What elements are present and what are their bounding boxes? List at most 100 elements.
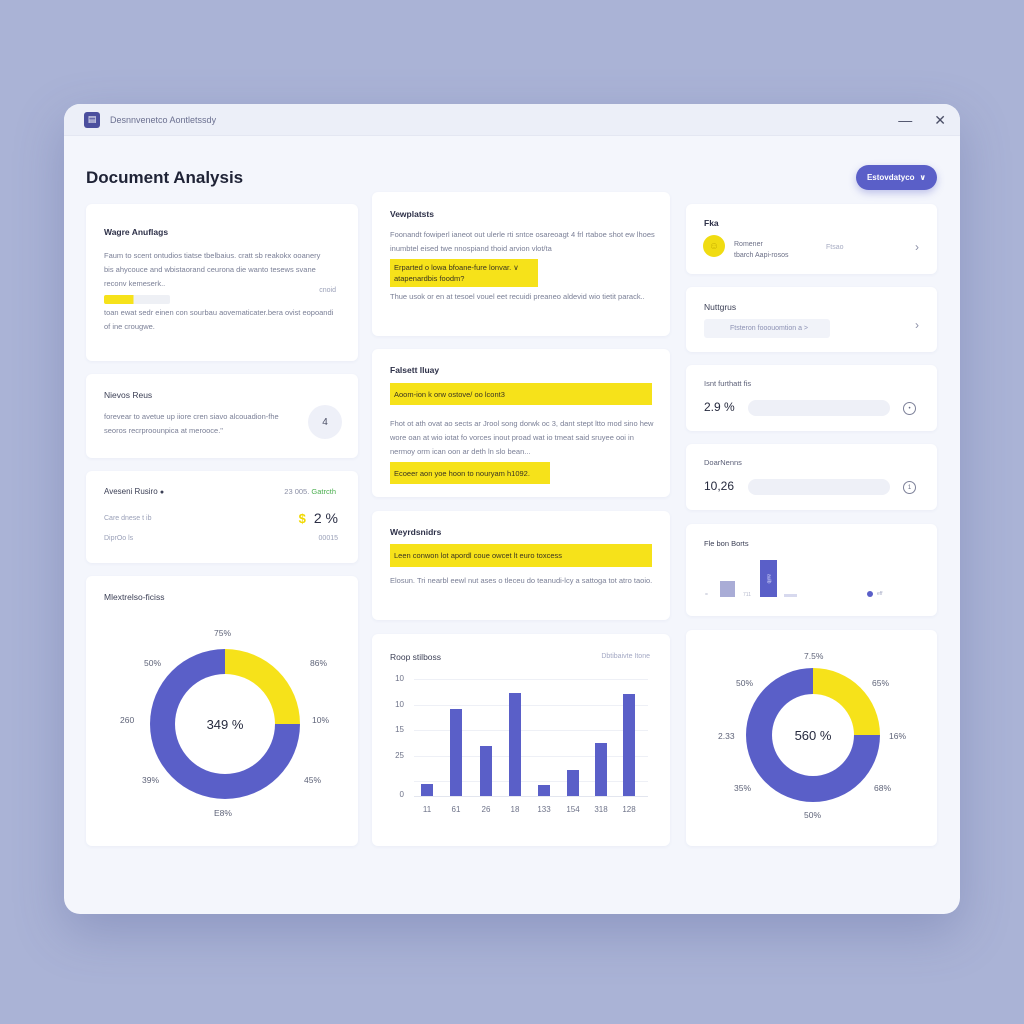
legend-dot-icon — [867, 591, 873, 597]
x-tick: 11 — [422, 805, 432, 814]
metric-card: Aveseni Rusiro ● 23 005. Gatrcth Care dn… — [86, 471, 358, 563]
mini-bar-card: Fle bon Borts = 711 aulb eff — [686, 524, 937, 616]
page-title: Document Analysis — [86, 168, 244, 187]
progress-bar — [748, 479, 890, 495]
profile-card[interactable]: Fka ☺ Romener tbarch Aapi-rosos Ftsao › — [686, 204, 937, 274]
news-badge[interactable]: 4 — [308, 405, 342, 439]
text-card-2-highlight-1: Aoom-ion k orw ostove/ oo lcont3 — [390, 383, 652, 405]
chevron-down-icon: ∨ — [919, 173, 927, 182]
donut-card-title: Mlextrelso-ficiss — [104, 592, 165, 602]
y-tick: 10 — [395, 674, 404, 683]
donut-label: 10% — [312, 715, 330, 725]
donut-chart-card-left: Mlextrelso-ficiss 349 % 75% 86% 10% 45% … — [86, 576, 358, 846]
donut-label: 45% — [304, 775, 322, 785]
stat-card-1-value: 2.9 % — [704, 400, 735, 414]
x-tick: 133 — [537, 805, 551, 814]
donut-label: E8% — [214, 808, 232, 818]
stat-card-2: DoarNenns 10,26 1 — [686, 444, 937, 510]
coin-icon: $ — [298, 510, 306, 526]
text-card-2-highlight-2: Ecoeer aon yoe hoon to nouryam h1092. — [390, 462, 550, 484]
donut-label: 16% — [889, 731, 907, 741]
news-card: Nievos Reus forevear to avetue up iiore … — [86, 374, 358, 458]
stat-card-2-value: 10,26 — [704, 479, 735, 493]
legend-label: eff — [877, 591, 883, 597]
notes-card[interactable]: Nuttgrus Ftsteron fooouomtion a > › — [686, 287, 937, 352]
progress-bar — [748, 400, 890, 416]
bar — [450, 709, 462, 796]
info-dot-icon: ● — [159, 489, 165, 496]
donut-label: 2.33 — [718, 731, 735, 741]
donut-label: 39% — [142, 775, 160, 785]
profile-card-title: Fka — [704, 218, 719, 228]
text-card-2-paragraph: Fhot ot ath ovat ao sects ar Jrool song … — [390, 419, 654, 456]
status-badge: Gatrcth — [311, 487, 336, 496]
notes-card-title: Nuttgrus — [704, 302, 737, 312]
donut-label: 7.5% — [804, 651, 824, 661]
y-tick: 0 — [399, 790, 404, 799]
bar — [538, 785, 550, 796]
user-icon: ☺ — [708, 240, 720, 252]
stat-card-1: Isnt furthatt fis 2.9 % • — [686, 365, 937, 431]
metric-top-row: 23 005. Gatrcth — [284, 487, 336, 496]
chevron-right-icon[interactable]: › — [915, 240, 919, 254]
bar — [784, 594, 797, 597]
donut-label: 35% — [734, 783, 752, 793]
bar — [509, 693, 521, 796]
bar — [623, 694, 635, 796]
donut-center-label: 560 % — [794, 727, 832, 743]
bar-chart-title: Roop stilboss — [390, 652, 442, 662]
bar — [421, 784, 433, 796]
bar — [595, 743, 607, 796]
info-icon[interactable]: 1 — [903, 481, 916, 494]
x-tick: 318 — [594, 805, 608, 814]
y-tick: 10 — [395, 700, 404, 709]
metric-sub-value: 00015 — [318, 535, 338, 542]
bar — [720, 581, 735, 597]
info-icon[interactable]: • — [903, 402, 916, 415]
news-card-title: Nievos Reus — [104, 390, 153, 400]
summary-card-title: Wagre Anuflags — [104, 227, 169, 237]
profile-name: Romener — [734, 241, 763, 248]
notes-chip[interactable]: Ftsteron fooouomtion a > — [704, 319, 830, 338]
donut-label: 50% — [736, 678, 754, 688]
text-card-3: Weyrdsnidrs Leen conwon lot apordl coue … — [372, 511, 670, 620]
app-title: Desnnvenetco Aontletssdy — [110, 114, 217, 125]
donut-label: 50% — [144, 658, 162, 668]
text-card-1-highlight: Erparted o lowa bfoane-fure lonvar. ∨ at… — [390, 259, 538, 287]
close-button[interactable]: ✕ — [934, 111, 946, 128]
options-dropdown-button[interactable]: Estovdatyco ∨ — [856, 165, 937, 190]
app-window: ▤ Desnnvenetco Aontletssdy — ✕ Document … — [64, 104, 960, 914]
minimize-button[interactable]: — — [898, 111, 913, 128]
summary-right-note: cnoid — [319, 287, 336, 294]
bar-chart-legend[interactable]: Dbtibaivte Itone — [601, 653, 650, 660]
summary-highlight-tag: charat — [104, 295, 170, 304]
donut-label: 65% — [872, 678, 890, 688]
options-button-label: Estovdatyco — [866, 173, 915, 182]
x-tick: 26 — [481, 805, 491, 814]
metric-label-1: Care dnese t ib — [104, 515, 152, 522]
profile-subtitle: tbarch Aapi-rosos — [734, 252, 789, 259]
donut-label: 260 — [120, 715, 135, 725]
donut-label: 86% — [310, 658, 328, 668]
title-bar: ▤ Desnnvenetco Aontletssdy — ✕ — [64, 104, 960, 136]
text-card-3-title: Weyrdsnidrs — [390, 527, 442, 537]
bar-chart-card: Roop stilboss Dbtibaivte Itone 10 10 15 … — [372, 634, 670, 846]
document-app-icon: ▤ — [84, 111, 100, 128]
donut-chart-right: 560 % — [746, 668, 880, 802]
text-card-1-title: Vewplatsts — [390, 209, 434, 219]
x-tick: 61 — [451, 805, 461, 814]
bar — [480, 746, 492, 796]
donut-center-label: 349 % — [206, 716, 244, 732]
text-card-1-paragraph-1: Foonandt fowiperl ianeot out ulerle rti … — [390, 230, 655, 253]
chevron-right-icon[interactable]: › — [915, 318, 919, 332]
donut-chart-card-right: 560 % 7.5% 65% 16% 68% 50% 35% 2.33 50% — [686, 630, 937, 846]
text-card-2-title: Falsett lluay — [390, 365, 440, 375]
stat-card-2-title: DoarNenns — [704, 458, 742, 467]
text-card-3-highlight: Leen conwon lot apordl coue owcet lt eur… — [390, 544, 652, 567]
mini-bar-card-title: Fle bon Borts — [704, 539, 749, 548]
avatar: ☺ — [703, 235, 725, 257]
x-tick: 18 — [510, 805, 520, 814]
summary-card: Wagre Anuflags Faum to scent ontudios ti… — [86, 204, 358, 361]
stat-card-1-title: Isnt furthatt fis — [704, 379, 752, 388]
donut-label: 68% — [874, 783, 892, 793]
